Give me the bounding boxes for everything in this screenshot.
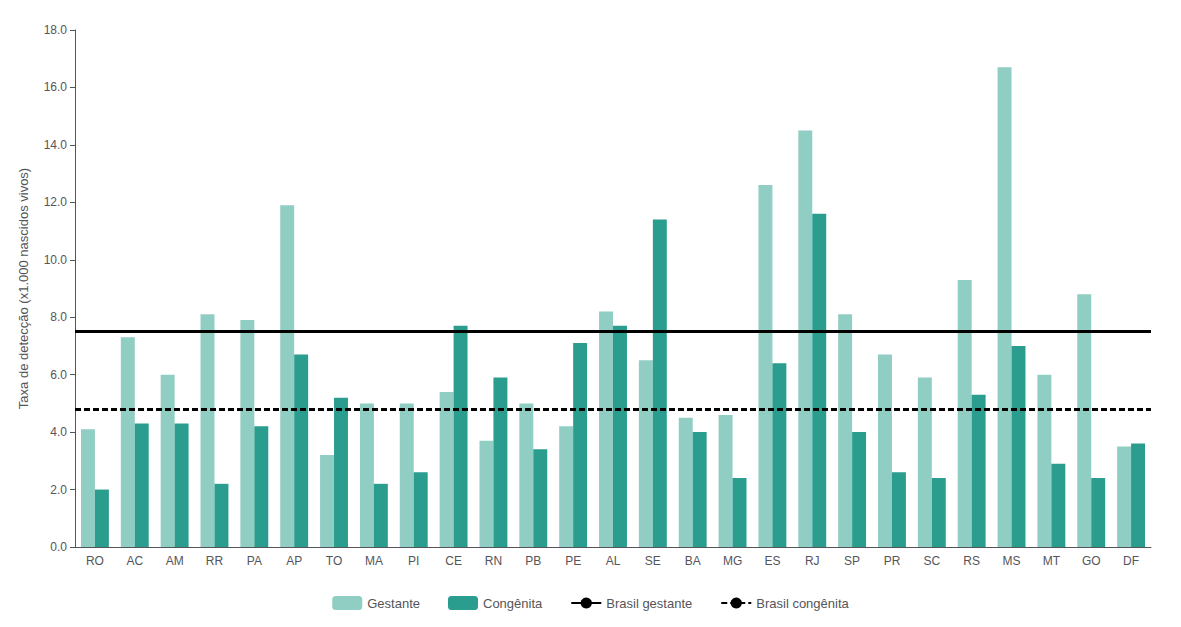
svg-text:DF: DF [1123, 554, 1139, 568]
svg-text:PE: PE [565, 554, 581, 568]
svg-text:MT: MT [1043, 554, 1061, 568]
svg-text:MG: MG [723, 554, 742, 568]
svg-text:Brasil gestante: Brasil gestante [606, 596, 692, 611]
svg-text:RJ: RJ [805, 554, 820, 568]
svg-text:8.0: 8.0 [50, 310, 67, 324]
svg-text:RN: RN [485, 554, 502, 568]
svg-text:GO: GO [1082, 554, 1101, 568]
svg-text:AM: AM [166, 554, 184, 568]
svg-text:2.0: 2.0 [50, 483, 67, 497]
svg-text:SE: SE [645, 554, 661, 568]
svg-text:PA: PA [247, 554, 262, 568]
svg-text:AP: AP [286, 554, 302, 568]
svg-text:18.0: 18.0 [44, 23, 68, 37]
svg-text:ES: ES [764, 554, 780, 568]
svg-text:6.0: 6.0 [50, 368, 67, 382]
svg-text:Congênita: Congênita [483, 596, 543, 611]
svg-text:AC: AC [126, 554, 143, 568]
svg-text:0.0: 0.0 [50, 540, 67, 554]
svg-text:Brasil congênita: Brasil congênita [756, 596, 849, 611]
svg-text:PR: PR [884, 554, 901, 568]
svg-text:PI: PI [408, 554, 419, 568]
svg-text:14.0: 14.0 [44, 138, 68, 152]
svg-text:MA: MA [365, 554, 383, 568]
svg-text:BA: BA [685, 554, 701, 568]
svg-text:10.0: 10.0 [44, 253, 68, 267]
svg-text:RR: RR [206, 554, 224, 568]
svg-text:RO: RO [86, 554, 104, 568]
svg-text:Gestante: Gestante [367, 596, 420, 611]
svg-text:4.0: 4.0 [50, 425, 67, 439]
svg-text:12.0: 12.0 [44, 195, 68, 209]
svg-text:SC: SC [923, 554, 940, 568]
svg-text:CE: CE [445, 554, 462, 568]
svg-text:MS: MS [1003, 554, 1021, 568]
svg-text:PB: PB [525, 554, 541, 568]
svg-text:AL: AL [606, 554, 621, 568]
svg-text:RS: RS [963, 554, 980, 568]
svg-text:16.0: 16.0 [44, 80, 68, 94]
svg-text:TO: TO [326, 554, 342, 568]
svg-text:SP: SP [844, 554, 860, 568]
svg-text:Taxa de detecção (x1.000 nasci: Taxa de detecção (x1.000 nascidos vivos) [16, 168, 31, 409]
